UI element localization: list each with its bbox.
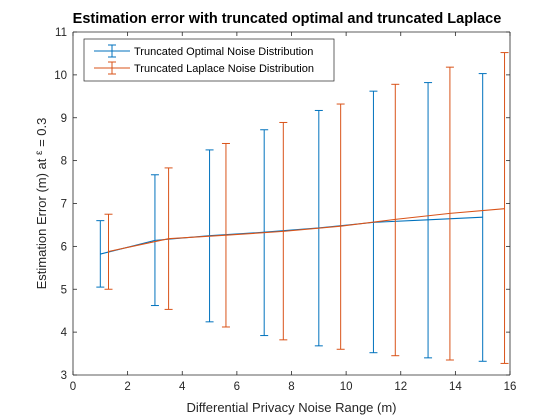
- x-tick-label: 14: [449, 381, 462, 393]
- y-tick-label: 3: [61, 370, 67, 382]
- x-axis-label: Differential Privacy Noise Range (m): [187, 400, 397, 415]
- series-line: [108, 208, 505, 253]
- x-tick-label: 8: [288, 381, 294, 393]
- y-tick-label: 8: [61, 156, 67, 168]
- series-2: [104, 52, 509, 364]
- y-axis-label-prefix: Estimation Error (m) at: [34, 155, 49, 289]
- legend-symbol: [94, 44, 130, 58]
- tick-labels: 0 2 4 6 8 10 12 14 16 3 4 5 6 7 8 9 10 11: [54, 27, 516, 393]
- legend-item-2: Truncated Laplace Noise Distribution: [94, 61, 314, 75]
- x-tick-label: 2: [124, 381, 130, 393]
- x-tick-label: 10: [340, 381, 353, 393]
- error-bar: [500, 52, 509, 364]
- y-tick-label: 7: [61, 199, 67, 211]
- y-tick-label: 9: [61, 113, 67, 125]
- y-tick-label: 4: [61, 327, 68, 339]
- x-tick-label: 6: [234, 381, 240, 393]
- series-layer: [96, 52, 509, 364]
- x-tick-label: 12: [394, 381, 407, 393]
- x-tick-label: 0: [70, 381, 76, 393]
- legend-box: [83, 38, 335, 82]
- y-axis-label-symbol: ε: [34, 150, 45, 155]
- legend: Truncated Optimal Noise Distribution Trun…: [83, 38, 335, 82]
- y-tick-label: 11: [55, 27, 67, 39]
- x-tick-label: 16: [504, 381, 517, 393]
- x-tick-label: 4: [179, 381, 186, 393]
- y-tick-label: 6: [61, 241, 67, 253]
- error-bar: [104, 213, 113, 290]
- y-tick-label: 5: [61, 284, 67, 296]
- legend-item-1: Truncated Optimal Noise Distribution: [94, 44, 313, 58]
- legend-label: Truncated Laplace Noise Distribution: [134, 63, 314, 75]
- plot-area: [73, 32, 510, 375]
- chart-title: Estimation error with truncated optimal …: [73, 11, 502, 27]
- error-bar: [391, 83, 400, 357]
- y-axis-label: Estimation Error (m) at ε = 0.3: [34, 118, 49, 290]
- legend-label: Truncated Optimal Noise Distribution: [134, 46, 313, 58]
- axes-layer: [72, 31, 511, 376]
- y-axis-label-suffix: = 0.3: [34, 118, 49, 151]
- y-tick-label: 10: [54, 70, 67, 82]
- legend-symbol: [94, 61, 130, 75]
